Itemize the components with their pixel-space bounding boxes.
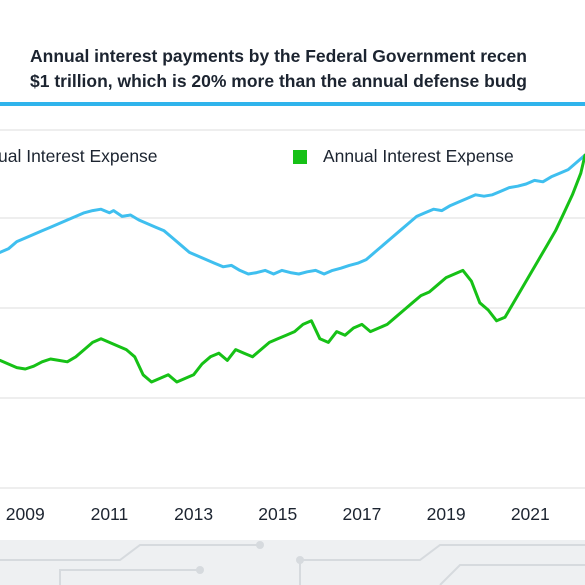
x-tick-label: 2009 xyxy=(6,504,45,524)
legend-label-blue: ual Interest Expense xyxy=(0,146,158,166)
series-line-blue xyxy=(0,153,585,276)
x-tick-label: 2013 xyxy=(174,504,213,524)
header-accent-rule xyxy=(0,102,585,106)
legend-item-blue: ual Interest Expense xyxy=(0,146,158,167)
x-tick-label: 2019 xyxy=(427,504,466,524)
x-tick-label: 2017 xyxy=(342,504,381,524)
x-tick-label: 2011 xyxy=(91,504,129,524)
x-tick-label: 2021 xyxy=(511,504,550,524)
header-line-2: $1 trillion, which is 20% more than the … xyxy=(30,71,527,91)
header-line-1: Annual interest payments by the Federal … xyxy=(30,46,527,66)
x-tick-label: 2015 xyxy=(258,504,297,524)
chart-header: Annual interest payments by the Federal … xyxy=(30,44,585,94)
legend-swatch-green xyxy=(293,149,307,164)
legend-label-green: Annual Interest Expense xyxy=(323,146,514,166)
legend-item-green: Annual Interest Expense xyxy=(293,146,514,167)
chart-panel xyxy=(0,0,585,540)
line-chart: 2009 2011 2013 2015 2017 2019 2021 xyxy=(0,129,585,524)
series-line-green xyxy=(0,153,585,384)
